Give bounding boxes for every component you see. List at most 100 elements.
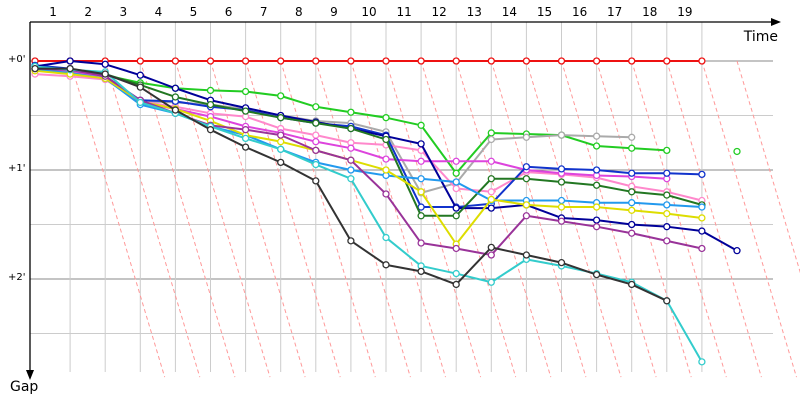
data-point: [452, 244, 460, 253]
data-point: [452, 269, 460, 278]
x-tick-label: 1: [49, 5, 57, 19]
y-tick-label: +0': [8, 54, 26, 65]
data-point: [206, 57, 215, 65]
x-tick-label: 4: [155, 5, 163, 19]
time-axis-arrow-icon: [771, 18, 781, 26]
data-point: [452, 184, 460, 193]
data-point: [136, 83, 144, 91]
data-point: [382, 233, 390, 242]
data-point: [312, 119, 320, 127]
data-point: [487, 175, 495, 183]
lap-line: [420, 60, 517, 378]
data-point: [136, 57, 144, 65]
data-point: [487, 195, 495, 204]
y-axis-title: Gap: [10, 379, 38, 395]
data-point: [487, 157, 495, 165]
data-point: [557, 258, 566, 267]
data-point: [592, 223, 601, 231]
data-point: [417, 267, 425, 276]
data-point: [663, 209, 671, 218]
data-point: [452, 280, 460, 289]
data-point: [628, 169, 636, 177]
data-point: [382, 57, 390, 65]
lap-line: [385, 60, 482, 378]
series-line: [34, 64, 702, 209]
lap-line: [104, 60, 201, 378]
data-point: [522, 251, 531, 259]
data-point: [382, 155, 390, 163]
data-point: [347, 144, 355, 152]
x-tick-label: 11: [396, 5, 411, 19]
data-point: [312, 131, 320, 139]
series-charcoal: [31, 64, 671, 305]
data-point: [452, 57, 460, 65]
series-line: [34, 68, 702, 209]
data-point: [592, 57, 601, 65]
data-point: [206, 100, 215, 109]
lap-line: [596, 60, 692, 378]
data-point: [628, 57, 636, 65]
data-point: [628, 133, 636, 141]
data-point: [347, 124, 355, 133]
series-line: [34, 67, 703, 257]
data-point: [628, 220, 636, 229]
x-tick-label: 5: [190, 5, 198, 19]
x-tick-label: 17: [607, 5, 622, 19]
series-cyan: [31, 62, 706, 366]
data-point: [241, 143, 250, 151]
lap-lines: [69, 60, 800, 378]
series-purple: [31, 64, 706, 259]
data-point: [347, 166, 355, 174]
data-point: [382, 166, 390, 174]
data-point: [592, 216, 601, 224]
data-point: [522, 201, 531, 209]
data-point: [277, 145, 285, 153]
data-point: [487, 188, 495, 196]
x-tick-label: 13: [467, 5, 482, 19]
data-point: [277, 92, 285, 100]
data-point: [628, 206, 636, 214]
data-point: [698, 358, 706, 366]
data-point: [382, 114, 390, 122]
data-point: [487, 278, 495, 286]
x-tick-label: 14: [502, 5, 517, 19]
data-point: [663, 57, 671, 65]
lap-line: [245, 60, 341, 378]
lap-line: [736, 60, 800, 274]
data-point: [487, 251, 495, 259]
data-point: [171, 57, 180, 65]
x-tick-label: 10: [361, 5, 376, 19]
data-point: [452, 178, 460, 186]
x-tick-label: 6: [225, 5, 233, 19]
data-point: [487, 135, 495, 144]
lap-line: [210, 60, 306, 378]
data-point: [347, 57, 355, 65]
data-point: [417, 121, 425, 129]
data-point: [417, 57, 425, 65]
y-tick-label: +1': [8, 163, 26, 174]
series-gray: [31, 64, 636, 197]
x-tick-label: 12: [432, 5, 447, 19]
data-point: [487, 129, 495, 137]
data-point: [487, 243, 495, 252]
data-point: [417, 212, 425, 220]
data-point: [101, 60, 109, 68]
data-point: [171, 84, 180, 92]
data-point: [31, 64, 39, 73]
data-point: [277, 131, 285, 139]
data-point: [241, 87, 250, 96]
data-point: [557, 57, 566, 65]
x-tick-label: 19: [677, 5, 692, 19]
data-point: [663, 201, 671, 209]
data-point: [663, 191, 671, 199]
data-point: [382, 190, 390, 198]
data-point: [522, 57, 531, 65]
series-line: [34, 65, 703, 363]
data-point: [347, 156, 355, 164]
x-tick-label: 7: [260, 5, 268, 19]
data-point: [206, 86, 215, 95]
data-point: [347, 175, 355, 183]
data-point: [347, 108, 355, 116]
data-point: [312, 160, 320, 169]
data-point: [628, 188, 636, 196]
